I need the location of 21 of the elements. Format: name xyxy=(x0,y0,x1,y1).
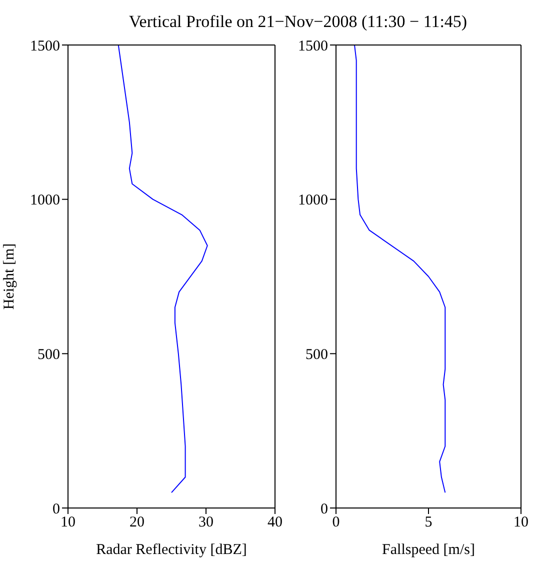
x-tick-label: 5 xyxy=(424,514,432,531)
x-tick-label: 30 xyxy=(198,514,214,531)
chart-title: Vertical Profile on 21−Nov−2008 (11:30 − 11:45) xyxy=(128,12,468,32)
y-tick-label: 1500 xyxy=(30,38,60,54)
y-tick-label: 1000 xyxy=(30,192,60,209)
y-axis-title: Height [m] xyxy=(1,243,18,310)
x-tick-label: 10 xyxy=(60,514,76,531)
line-series xyxy=(118,45,208,494)
x-tick-label: 10 xyxy=(514,514,528,531)
x-tick-label: 20 xyxy=(130,514,144,531)
x-axis-title: Radar Reflectivity [dBZ] xyxy=(96,542,247,558)
line-series xyxy=(354,45,446,494)
y-tick-label: 0 xyxy=(52,501,60,518)
y-tick-label: 500 xyxy=(38,346,60,363)
y-tick-label: 0 xyxy=(320,501,328,518)
x-axis-title: Fallspeed [m/s] xyxy=(382,542,475,558)
x-tick-label: 40 xyxy=(268,514,282,531)
y-tick-label: 1000 xyxy=(298,192,328,209)
y-tick-label: 500 xyxy=(306,346,328,363)
y-tick-label: 1500 xyxy=(298,38,328,54)
x-tick-label: 0 xyxy=(332,514,340,531)
